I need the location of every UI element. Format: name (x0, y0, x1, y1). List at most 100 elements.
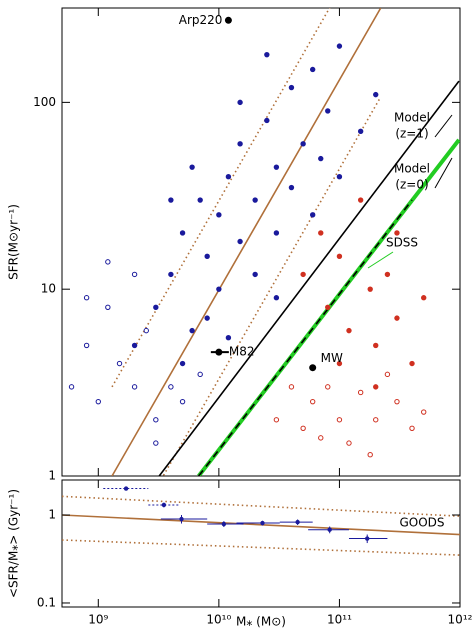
point-label: Arp220 (179, 13, 223, 27)
data-point (367, 452, 373, 458)
data-point (95, 398, 101, 405)
plot-area (68, 8, 460, 476)
plot-area (62, 486, 460, 556)
data-point (318, 230, 324, 236)
data-point (168, 197, 174, 203)
data-point (394, 230, 400, 236)
data-point (204, 253, 210, 259)
data-point (131, 342, 138, 349)
data-point (325, 304, 331, 310)
data-point (68, 384, 75, 390)
x-axis-label: M⁎ (M⊙) (236, 615, 286, 629)
data-point (309, 398, 316, 405)
arrow (434, 157, 453, 189)
top-frame (61, 7, 461, 477)
data-point (179, 398, 186, 405)
data-point (252, 271, 258, 278)
fit-line (198, 199, 413, 476)
annotation: Model (394, 162, 430, 176)
data-point (153, 304, 159, 310)
data-point (373, 384, 379, 390)
data-point (373, 342, 379, 349)
data-point (409, 425, 415, 432)
x-tick-label: 10⁹ (88, 613, 108, 627)
data-point (264, 51, 270, 58)
data-point (336, 417, 343, 423)
data-point (336, 174, 343, 180)
data-point (357, 389, 364, 396)
data-point (179, 360, 186, 367)
data-point (189, 327, 195, 334)
annotation: (z=0) (395, 178, 428, 192)
annotation: (z=1) (395, 127, 428, 141)
data-point (105, 259, 111, 265)
y-axis-label: <SFR/M⁎> (Gyr⁻¹) (7, 489, 21, 598)
data-point (384, 271, 391, 278)
data-point (123, 486, 129, 491)
x-tick-label: 10¹⁰ (206, 613, 231, 627)
data-point (421, 295, 427, 301)
y-tick-label: 1 (48, 469, 56, 483)
fit-line (62, 495, 460, 517)
data-point (309, 212, 316, 218)
data-point (131, 271, 138, 278)
data-point (300, 271, 306, 278)
data-point (168, 384, 174, 390)
named-point (224, 16, 232, 24)
named-point (309, 364, 317, 372)
point-label: MW (321, 351, 343, 365)
fit-line (158, 80, 460, 476)
data-point (288, 384, 295, 390)
data-point (346, 327, 352, 334)
data-point (336, 43, 343, 49)
data-point (225, 334, 232, 341)
data-point (225, 174, 232, 180)
data-point (288, 184, 295, 191)
data-point (179, 516, 184, 522)
annotation: GOODS (399, 516, 444, 530)
data-point (384, 371, 391, 378)
data-point (373, 91, 379, 98)
data-point (318, 435, 324, 441)
data-point (300, 141, 306, 147)
data-point (373, 417, 379, 423)
y-tick-label: 1 (48, 508, 56, 522)
data-point (300, 425, 306, 432)
data-point (325, 384, 331, 390)
bottom-frame (61, 479, 461, 608)
data-point (357, 197, 364, 203)
data-point (237, 99, 243, 106)
data-point (357, 128, 364, 135)
data-point (309, 66, 316, 73)
data-point (83, 342, 90, 349)
arrow (434, 114, 453, 138)
data-point (143, 327, 149, 334)
annotation: SDSS (386, 236, 418, 250)
point-label: M82 (229, 345, 255, 359)
fit-line (162, 96, 382, 476)
data-point (161, 502, 167, 508)
data-point (367, 286, 373, 292)
data-point (421, 409, 427, 415)
data-point (131, 384, 138, 390)
data-point (325, 108, 331, 114)
data-point (273, 417, 280, 423)
data-point (83, 295, 90, 301)
y-axis-label: SFR(M⊙yr⁻¹) (7, 204, 21, 280)
x-tick-label: 10¹¹ (327, 613, 352, 627)
data-point (252, 197, 258, 203)
data-point (153, 440, 159, 446)
fit-line (111, 8, 331, 388)
data-point (273, 230, 280, 236)
data-point (273, 295, 280, 301)
fit-line (111, 8, 382, 476)
data-point (336, 360, 343, 367)
fit-line (62, 539, 460, 556)
data-point (288, 84, 295, 91)
y-tick-label: 10 (41, 282, 56, 296)
fit-line (62, 514, 460, 536)
data-point (327, 527, 332, 532)
data-point (221, 521, 227, 527)
sdss-pointer (367, 251, 394, 269)
